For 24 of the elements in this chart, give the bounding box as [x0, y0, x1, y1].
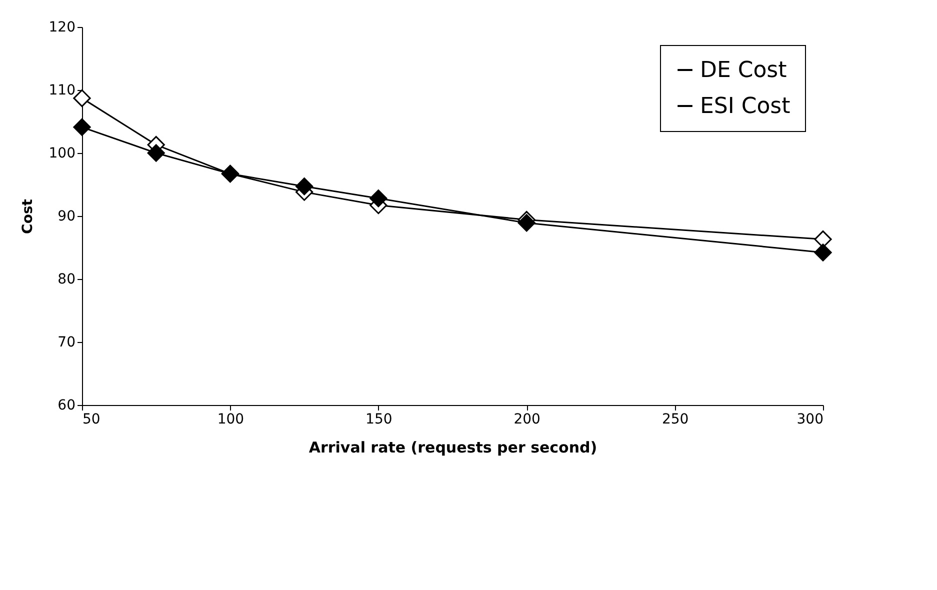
x-tick-label: 150	[366, 412, 392, 428]
y-axis-title: Cost	[20, 198, 36, 234]
y-tick-label: 110	[48, 82, 76, 98]
point	[295, 178, 314, 196]
y-tick-label: 60	[58, 398, 76, 414]
legend-label: ESI Cost	[700, 94, 791, 119]
x-tick-label: 200	[514, 412, 540, 428]
x-tick-label: 300	[796, 412, 824, 428]
point	[73, 118, 91, 136]
point	[73, 89, 91, 107]
x-tick-label: 50	[82, 412, 100, 428]
y-tick-label: 70	[58, 334, 76, 350]
point	[814, 244, 832, 262]
y-tick-label: 120	[48, 20, 76, 36]
y-tick-label: 80	[58, 272, 76, 288]
point	[147, 144, 165, 162]
y-tick-label: 100	[48, 146, 76, 162]
x-tick-label: 250	[662, 412, 689, 428]
x-tick-label: 100	[217, 412, 244, 428]
legend-label: DE Cost	[700, 58, 788, 83]
point	[518, 214, 536, 232]
x-axis-title: Arrival rate (requests per second)	[308, 438, 598, 456]
y-tick-label: 90	[58, 208, 76, 224]
point	[370, 190, 388, 208]
